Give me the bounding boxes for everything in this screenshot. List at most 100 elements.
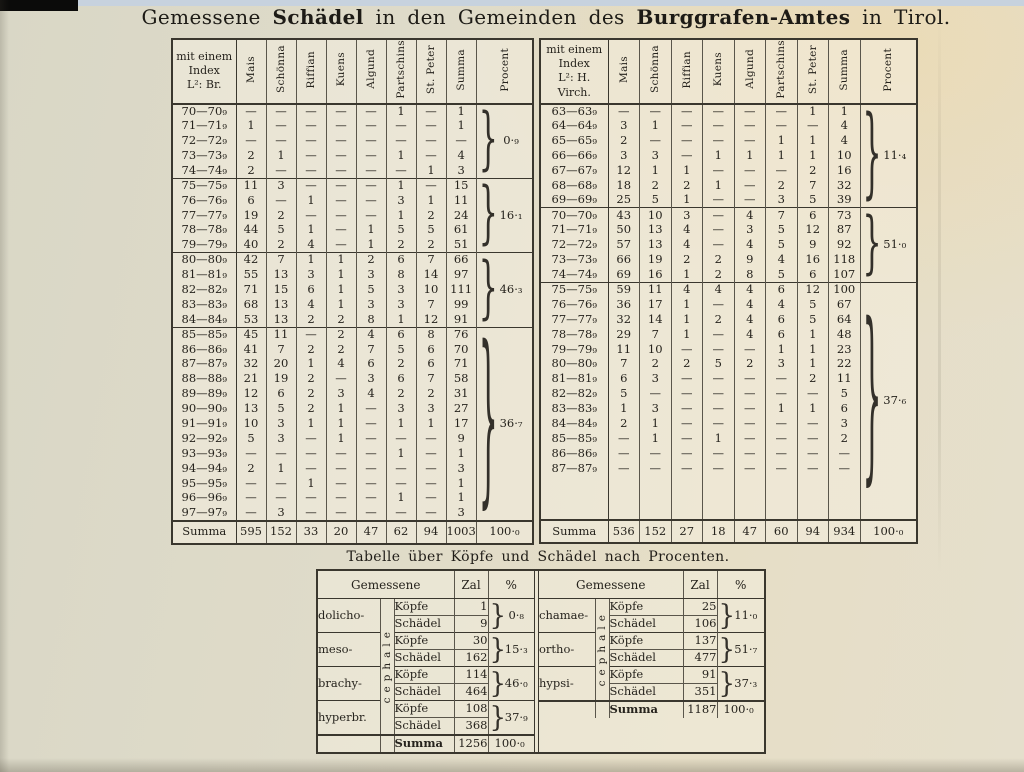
data-cell: — (385, 461, 416, 476)
data-cell: — (415, 118, 446, 134)
data-cell: 6 (265, 386, 296, 402)
summa-value: 536 (607, 518, 640, 543)
column-header-label: Schönna (649, 45, 662, 94)
data-cell: 5 (355, 282, 386, 298)
table-part: mit einem Index L²: Br. Mais Schönna Riffian K… (172, 39, 534, 105)
data-cell: 1 (733, 148, 766, 164)
table-row: 81—81₉ 6 3— — — —2 11 (540, 371, 917, 387)
empty-cell (670, 475, 703, 520)
class-label: dolicho- (318, 598, 381, 633)
class-label: hyperbr. (318, 700, 381, 735)
empty-cell (380, 734, 395, 752)
table-part: 63—63₉ — — — — — —1 1} 11·₄ 64—64₉ 3 1— — — — —4 65—65₉ 2… (540, 103, 917, 543)
class-label: meso- (318, 632, 381, 667)
data-cell: 7 (265, 252, 296, 268)
data-cell: 1 (265, 461, 296, 476)
procent-value: 46·₃ (499, 282, 523, 297)
percent-table-right-half: Gemessene Zal% chamae-cephale Köpfe 25} 11·₀ S… (539, 571, 764, 752)
column-header: Summa (828, 39, 860, 105)
column-header-label: Partschins (395, 40, 407, 99)
data-cell: — (639, 446, 671, 462)
data-cell: 7 (415, 297, 446, 313)
data-cell: — (733, 431, 766, 447)
data-cell: 4 (295, 297, 326, 313)
percent-value: 37·₉ (504, 709, 528, 724)
data-cell: 7 (355, 341, 386, 357)
table-row: 85—85₉ —1—1— — —2 (540, 431, 917, 447)
procent-group: } 51·₀ (859, 207, 917, 283)
table-row: 82—82₉ 71 15 6 1 5 3 10 111 (172, 282, 533, 298)
data-cell: 11 (639, 281, 671, 298)
data-cell: — (325, 237, 356, 253)
table-part: mit einem Index L²: H. Virch. Mais Schönna Ri… (540, 39, 917, 105)
summa-value: 152 (639, 518, 671, 543)
percent-group: } 51·₇ (716, 632, 764, 667)
table-row: 80—80₉ 42 7 1 1 2 6 7 66} 46·₃ (172, 252, 534, 327)
summa-cell: 92 (828, 237, 860, 253)
table-row: Schädel 9 (318, 615, 534, 633)
data-cell: 66 (607, 252, 640, 268)
data-cell: 8 (415, 326, 446, 342)
data-cell: 1 (325, 282, 356, 298)
data-cell: 7 (415, 252, 446, 268)
percent-group: } 37·₉ (487, 700, 534, 735)
data-cell: — (325, 163, 356, 179)
row-label: 83—83₉ (172, 297, 237, 313)
data-cell: — (670, 133, 703, 149)
summa-procent: 100·₀ (859, 518, 917, 543)
table-row: 69—69₉ 25 5 1— —3 5 39 (540, 192, 917, 208)
data-cell: 3 (639, 148, 671, 164)
class-label: hypsi- (539, 666, 596, 701)
data-cell: — (639, 133, 671, 149)
data-cell: — (355, 133, 386, 149)
table-part: Gemessene Zal% (318, 571, 534, 599)
data-cell: — (355, 416, 386, 432)
summa-cell: 118 (828, 252, 860, 268)
column-header-label: Summa (838, 48, 851, 91)
table-row: Schädel 162 (318, 649, 534, 667)
group-brace-icon: } (718, 599, 736, 632)
data-cell: — (702, 118, 734, 134)
data-cell: — (295, 431, 326, 447)
summa-cell: 3 (828, 416, 860, 432)
table-part: Gemessene Zal% (539, 571, 764, 599)
row-label: 85—85₉ (540, 431, 609, 447)
table-part: } 46·₃ (477, 254, 533, 322)
table-row: 71—71₉ 50 13 4—3 5 12 87 (540, 222, 917, 238)
data-cell: — (702, 207, 734, 223)
title-part: Schädel (272, 5, 364, 29)
summa-label: Summa (540, 518, 609, 543)
summa-cell: 15 (445, 177, 477, 193)
data-cell: 2 (415, 207, 446, 223)
data-cell: — (265, 103, 296, 119)
data-cell: 7 (765, 207, 797, 223)
table-part: } 15·₃ (489, 633, 535, 666)
row-label: 76—76₉ (172, 192, 237, 208)
data-cell: 13 (265, 312, 296, 327)
data-cell: 4 (765, 297, 797, 313)
column-header-label: Procent (882, 47, 895, 92)
data-cell: 2 (796, 163, 829, 179)
data-cell: 6 (796, 267, 829, 283)
data-cell: — (325, 118, 356, 134)
data-cell: 8 (733, 267, 766, 283)
row-label: 75—75₉ (540, 281, 609, 298)
data-cell: 2 (702, 312, 734, 327)
table-row: 89—89₉ 12 6 2 3 4 2 2 31 (172, 386, 533, 402)
summa-cell: 61 (445, 222, 477, 238)
percent-value: 15·₃ (504, 641, 528, 656)
table-row: 67—67₉ 12 1 1— — —2 16 (540, 163, 917, 179)
data-cell: 8 (385, 267, 416, 283)
percent-half-table: Gemessene Zal% dolicho-cephale Köpfe 1} 0·₈ Sc… (318, 571, 534, 752)
data-cell: 9 (796, 237, 829, 253)
data-cell: 1 (796, 148, 829, 164)
data-cell: 1 (639, 431, 671, 447)
table-part: } 11·₄ (861, 105, 917, 203)
data-cell: 1 (295, 252, 326, 268)
summa-cell: 11 (445, 192, 477, 208)
table-part: 70—70₉ — — — — —1—1} 0·₉ 71—71₉ 1— — — — — —1 72—72₉ — —… (172, 103, 534, 544)
data-cell: — (765, 431, 797, 447)
data-cell: 6 (385, 371, 416, 387)
row-label: 77—77₉ (172, 207, 237, 223)
title-part: Gemessene (141, 5, 273, 29)
